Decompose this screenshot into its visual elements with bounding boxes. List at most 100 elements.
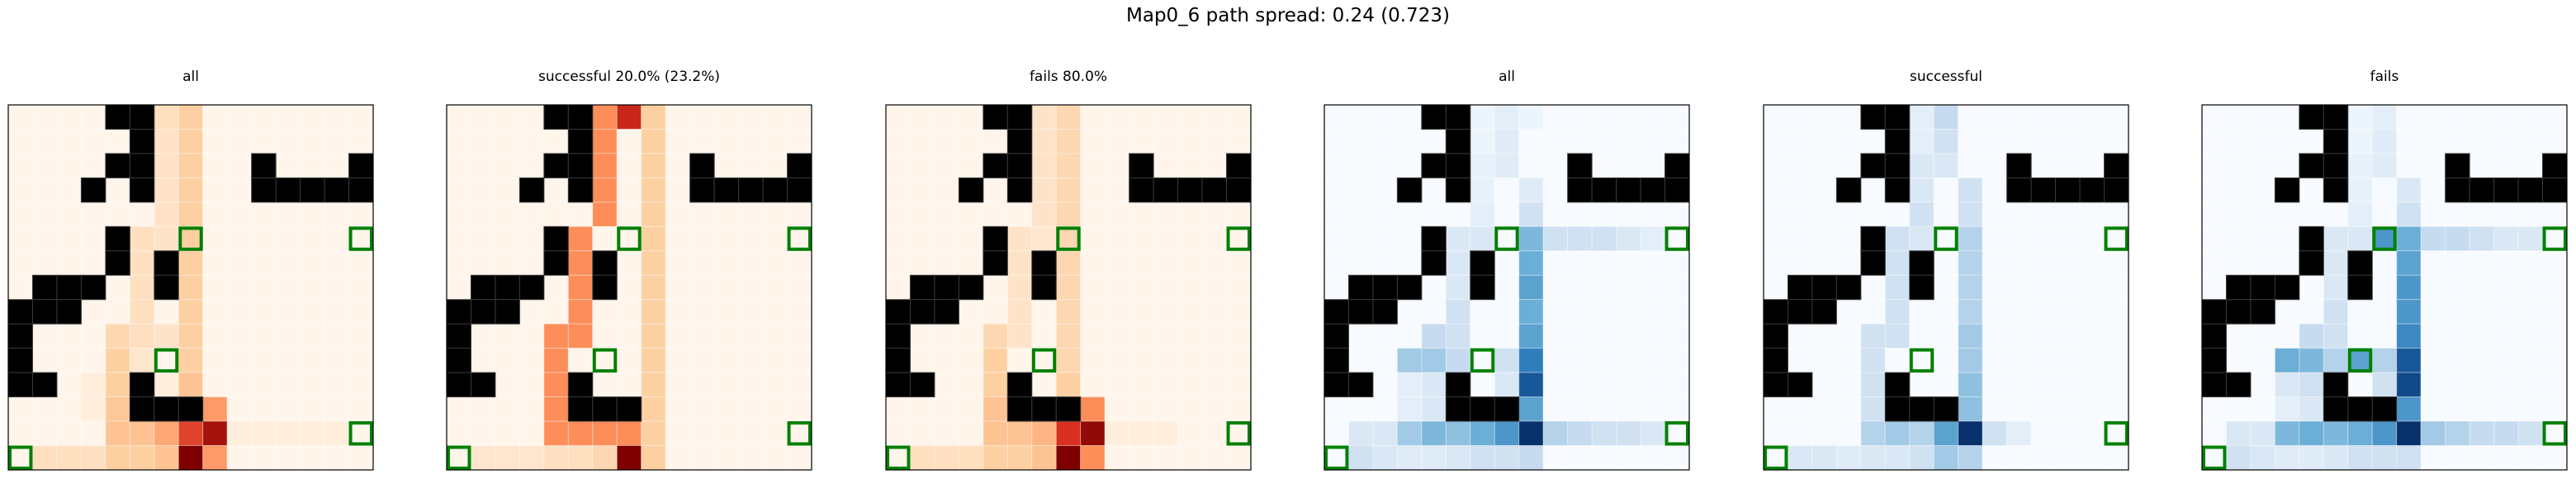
heatmap-cell xyxy=(2104,445,2129,471)
heatmap-cell xyxy=(1664,420,1690,447)
heatmap-cell xyxy=(300,250,325,276)
heatmap-cell xyxy=(2274,396,2300,422)
heatmap-cell xyxy=(2104,372,2129,398)
heatmap-cell xyxy=(1835,348,1862,373)
heatmap-cell xyxy=(1177,153,1203,178)
heatmap-cell xyxy=(1664,372,1690,398)
heatmap-cell xyxy=(2079,104,2105,130)
heatmap-cell xyxy=(1811,323,1837,349)
heatmap-cell xyxy=(983,396,1008,422)
obstacle-cell xyxy=(1494,396,1520,422)
heatmap-cell xyxy=(713,250,740,276)
heatmap-cell xyxy=(226,274,253,301)
heatmap-cell xyxy=(1445,274,1471,301)
heatmap-cell xyxy=(1031,225,1057,252)
heatmap-cell xyxy=(1129,250,1154,276)
heatmap-cell xyxy=(2079,225,2105,252)
heatmap-cell xyxy=(543,348,569,373)
heatmap-cell xyxy=(567,225,594,252)
obstacle-cell xyxy=(1933,396,1959,422)
obstacle-cell xyxy=(1445,153,1471,178)
heatmap-cell xyxy=(2225,323,2252,349)
heatmap-cell xyxy=(2323,202,2349,227)
heatmap-cell xyxy=(762,396,788,422)
heatmap-cell xyxy=(2079,299,2105,325)
heatmap-cell xyxy=(2201,445,2227,471)
obstacle-cell xyxy=(1445,104,1471,130)
heatmap-cell xyxy=(1055,177,1082,203)
heatmap-cell xyxy=(1787,225,1813,252)
heatmap-cell xyxy=(2517,202,2544,227)
heatmap-cell xyxy=(2323,225,2349,252)
heatmap-cell xyxy=(31,323,58,349)
heatmap-cell xyxy=(1982,153,2008,178)
heatmap-cell xyxy=(1835,153,1862,178)
heatmap-cell xyxy=(567,274,594,301)
heatmap-cell xyxy=(665,299,691,325)
heatmap-cell xyxy=(762,104,788,130)
heatmap-cell xyxy=(154,225,179,252)
heatmap-cell xyxy=(1958,225,1983,252)
heatmap-cell xyxy=(1372,250,1398,276)
heatmap-cell xyxy=(1518,348,1544,373)
heatmap-cell xyxy=(762,299,788,325)
heatmap-cell xyxy=(2542,323,2568,349)
heatmap-cell xyxy=(2517,274,2544,301)
heatmap-cell xyxy=(1958,250,1983,276)
heatmap-cell xyxy=(129,323,155,349)
heatmap-cell xyxy=(56,225,82,252)
heatmap-panel: all xyxy=(7,69,374,471)
heatmap-cell xyxy=(2250,177,2275,203)
obstacle-cell xyxy=(1372,299,1398,325)
heatmap-cell xyxy=(1982,104,2008,130)
obstacle-cell xyxy=(1396,274,1423,301)
heatmap-cell xyxy=(1664,104,1690,130)
heatmap-cell xyxy=(1835,225,1862,252)
heatmap-cell xyxy=(105,323,130,349)
heatmap-cell xyxy=(1542,348,1569,373)
heatmap-cell xyxy=(762,420,788,447)
heatmap-cell xyxy=(300,323,325,349)
heatmap-cell xyxy=(1421,348,1447,373)
heatmap-cell xyxy=(689,445,715,471)
heatmap-cell xyxy=(1347,128,1374,154)
heatmap-cell xyxy=(1933,225,1959,252)
heatmap-cell xyxy=(470,177,496,203)
heatmap-cell xyxy=(1396,323,1423,349)
heatmap-cell xyxy=(2030,396,2057,422)
heatmap-cell xyxy=(1518,202,1544,227)
heatmap-cell xyxy=(275,250,301,276)
heatmap-cell xyxy=(1494,128,1520,154)
heatmap-cell xyxy=(2055,323,2081,349)
heatmap-cell xyxy=(592,225,618,252)
heatmap-cell xyxy=(1909,177,1934,203)
heatmap-cell xyxy=(1226,250,1252,276)
heatmap-cell xyxy=(2055,153,2081,178)
obstacle-cell xyxy=(1445,177,1471,203)
heatmap-cell xyxy=(7,250,33,276)
heatmap-cell xyxy=(1933,177,1959,203)
heatmap-cell xyxy=(105,177,130,203)
heatmap-cell xyxy=(154,202,179,227)
heatmap-cell xyxy=(1787,396,1813,422)
heatmap-cell xyxy=(2371,225,2398,252)
heatmap-cell xyxy=(1104,153,1130,178)
heatmap-cell xyxy=(2055,250,2081,276)
heatmap-cell xyxy=(202,372,228,398)
obstacle-cell xyxy=(1445,396,1471,422)
heatmap-cell xyxy=(2299,177,2324,203)
heatmap-cell xyxy=(1080,225,1106,252)
heatmap-cell xyxy=(1324,274,1349,301)
heatmap-cell xyxy=(1470,225,1495,252)
heatmap-cell xyxy=(665,250,691,276)
heatmap-cell xyxy=(1616,396,1641,422)
heatmap-cell xyxy=(543,128,569,154)
heatmap-cell xyxy=(641,420,666,447)
heatmap-cell xyxy=(1153,420,1179,447)
heatmap-cell xyxy=(2469,274,2495,301)
heatmap-cell xyxy=(2493,225,2519,252)
heatmap-cell xyxy=(1201,445,1228,471)
heatmap-cell xyxy=(2469,323,2495,349)
heatmap-cell xyxy=(2445,202,2470,227)
heatmap-cell xyxy=(446,128,471,154)
